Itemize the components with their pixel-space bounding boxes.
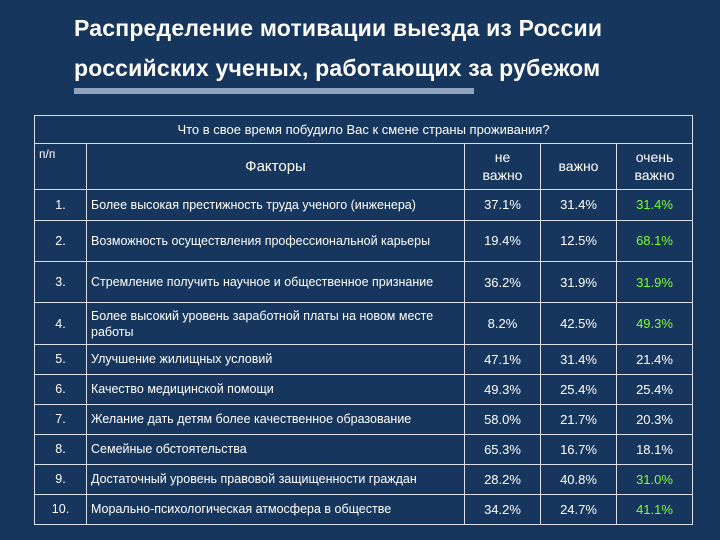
row-very-important: 41.1%: [615, 493, 694, 526]
header-not-important-line-1: не: [494, 149, 511, 166]
row-num: 9.: [34, 463, 87, 495]
table-row: 3. Стремление получить научное и обществе…: [34, 260, 694, 304]
row-factor: Улучшение жилищных условий: [86, 343, 465, 375]
row-factor: Качество медицинской помощи: [86, 373, 465, 405]
row-very-important: 21.4%: [615, 343, 694, 375]
title-line-2: российских ученых, работающих за рубежом: [74, 55, 601, 81]
table-row: 10. Морально-психологическая атмосфера в …: [34, 493, 694, 526]
row-very-important: 18.1%: [615, 433, 694, 465]
row-num: 5.: [34, 343, 87, 375]
table-row: 1. Более высокая престижность труда учено…: [34, 188, 694, 221]
row-important: 25.4%: [540, 373, 617, 405]
row-not-important: 34.2%: [464, 493, 541, 526]
row-not-important: 36.2%: [464, 260, 541, 304]
row-num: 1.: [34, 188, 87, 221]
row-factor: Возможность осуществления профессиональн…: [86, 219, 465, 262]
row-important: 42.5%: [540, 302, 617, 345]
row-factor: Стремление получить научное и общественн…: [86, 260, 465, 304]
row-num: 10.: [34, 493, 87, 526]
row-very-important: 31.4%: [615, 188, 694, 221]
header-row: п/п Факторы не важно важно очень важно: [34, 142, 694, 190]
row-important: 31.4%: [540, 188, 617, 221]
header-factor: Факторы: [86, 142, 465, 190]
row-factor: Семейные обстоятельства: [86, 433, 465, 465]
row-num: 3.: [34, 260, 87, 304]
row-factor: Желание дать детям более качественное об…: [86, 403, 465, 435]
header-important: важно: [540, 142, 617, 190]
row-not-important: 8.2%: [464, 302, 541, 345]
row-not-important: 47.1%: [464, 343, 541, 375]
header-very-important-line-2: важно: [634, 167, 675, 184]
table-row: 9. Достаточный уровень правовой защищенно…: [34, 463, 694, 495]
table-row: 2. Возможность осуществления профессионал…: [34, 219, 694, 262]
row-important: 21.7%: [540, 403, 617, 435]
title-underline: [74, 88, 474, 94]
row-not-important: 58.0%: [464, 403, 541, 435]
survey-question: Что в свое время побудило Вас к смене ст…: [33, 115, 694, 144]
row-important: 16.7%: [540, 433, 617, 465]
row-factor: Более высокая престижность труда ученого…: [86, 188, 465, 221]
table-row: 4. Более высокий уровень заработной платы…: [34, 302, 694, 345]
row-factor: Более высокий уровень заработной платы н…: [86, 302, 465, 345]
row-not-important: 19.4%: [464, 219, 541, 262]
row-important: 40.8%: [540, 463, 617, 495]
motivation-table: Что в свое время побудило Вас к смене ст…: [33, 115, 694, 526]
table-row: 8. Семейные обстоятельства 65.3% 16.7% 18.1%: [34, 433, 694, 465]
table-row: 5. Улучшение жилищных условий 47.1% 31.4% 21…: [34, 343, 694, 375]
row-important: 24.7%: [540, 493, 617, 526]
row-factor: Морально-психологическая атмосфера в общ…: [86, 493, 465, 526]
row-important: 31.4%: [540, 343, 617, 375]
row-not-important: 65.3%: [464, 433, 541, 465]
row-very-important: 25.4%: [615, 373, 694, 405]
header-num: п/п: [34, 142, 87, 190]
row-very-important: 20.3%: [615, 403, 694, 435]
header-not-important: не важно: [464, 142, 541, 190]
row-factor: Достаточный уровень правовой защищенност…: [86, 463, 465, 495]
row-num: 7.: [34, 403, 87, 435]
table-body: 1. Более высокая престижность труда учено…: [34, 188, 694, 526]
row-num: 4.: [34, 302, 87, 345]
row-num: 8.: [34, 433, 87, 465]
title-line-1: Распределение мотивации выезда из России: [74, 15, 603, 41]
row-num: 6.: [34, 373, 87, 405]
row-important: 12.5%: [540, 219, 617, 262]
row-very-important: 68.1%: [615, 219, 694, 262]
header-very-important-line-1: очень: [635, 149, 674, 166]
row-num: 2.: [34, 219, 87, 262]
row-very-important: 31.9%: [615, 260, 694, 304]
table-row: 6. Качество медицинской помощи 49.3% 25.4% 2…: [34, 373, 694, 405]
row-not-important: 28.2%: [464, 463, 541, 495]
row-important: 31.9%: [540, 260, 617, 304]
row-very-important: 31.0%: [615, 463, 694, 495]
table-row: 7. Желание дать детям более качественное …: [34, 403, 694, 435]
row-very-important: 49.3%: [615, 302, 694, 345]
header-very-important: очень важно: [615, 142, 694, 190]
question-row: Что в свое время побудило Вас к смене ст…: [33, 115, 694, 144]
page-title: Распределение мотивации выезда из России…: [74, 8, 694, 88]
row-not-important: 37.1%: [464, 188, 541, 221]
row-not-important: 49.3%: [464, 373, 541, 405]
header-not-important-line-2: важно: [482, 167, 523, 184]
